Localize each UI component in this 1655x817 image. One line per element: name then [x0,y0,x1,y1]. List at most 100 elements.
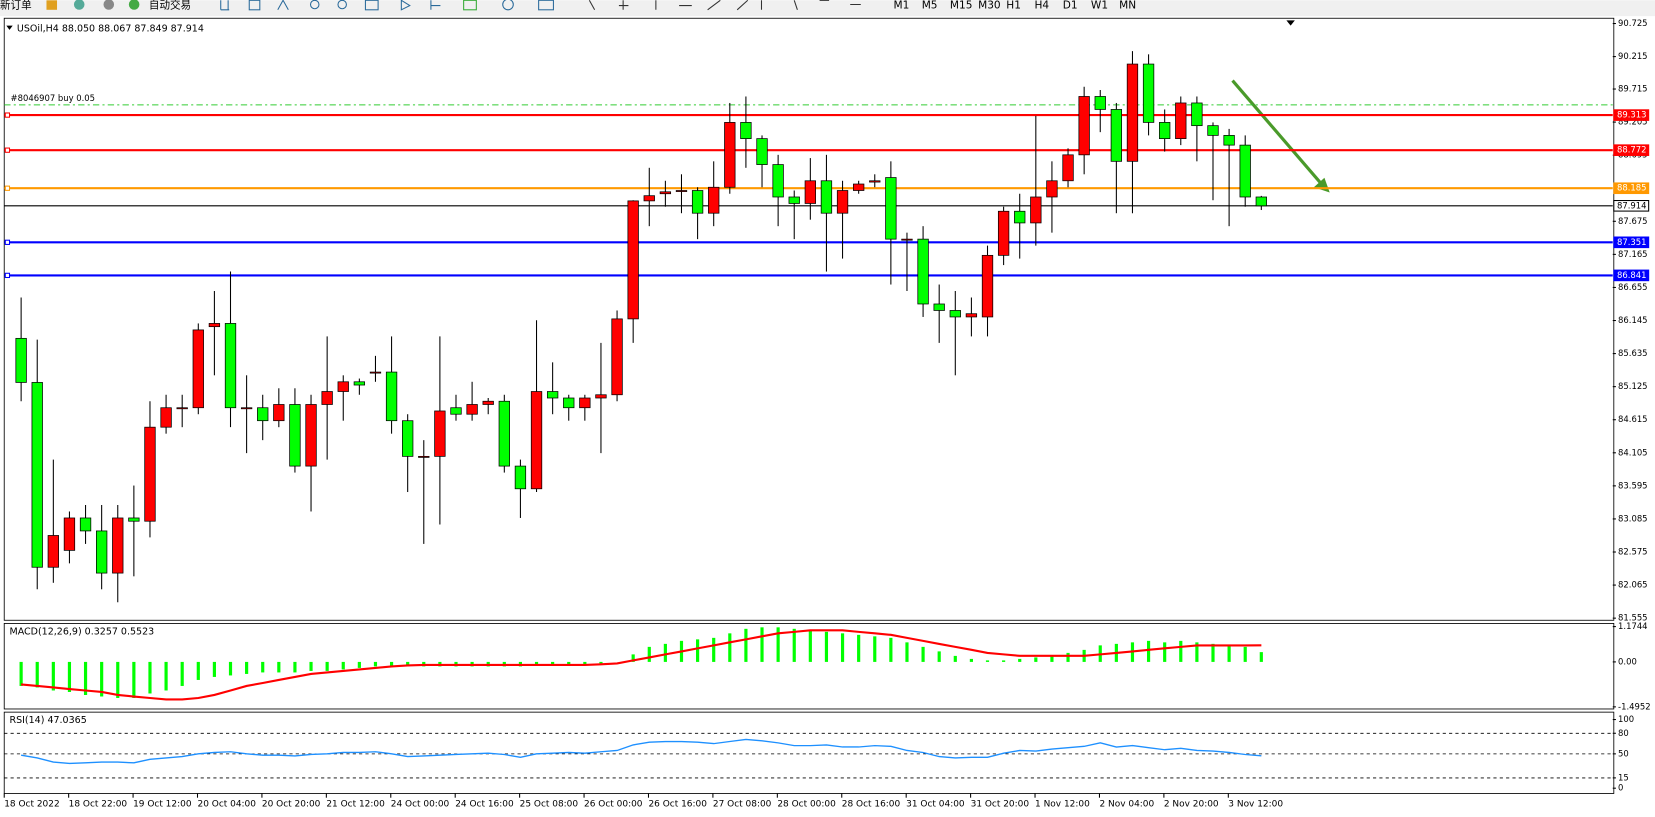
icon[interactable] [73,0,85,10]
macd-bar [325,661,329,671]
macd-bar [341,661,345,670]
candle-body [949,310,961,318]
icon[interactable] [463,0,477,11]
rsi-title: RSI(14) 47.0365 [10,715,87,726]
candle-body [675,190,688,192]
price-tag-label: 89.313 [1617,110,1647,120]
price-tag-label: 88.185 [1617,183,1647,193]
level-handle [4,239,11,245]
candle-body [418,455,430,458]
icon[interactable] [46,0,58,10]
level-handle [4,185,11,191]
toolbar-bg [0,0,1655,17]
candle-body [1175,102,1187,139]
x-tick-label: 31 Oct 20:00 [971,800,1030,810]
macd-bar [148,661,152,694]
timeframe-button[interactable]: M30 [978,0,1001,12]
x-tick-label: 3 Nov 12:00 [1228,800,1283,810]
macd-panel [3,623,1615,710]
y-tick-label: 82.065 [1618,580,1648,590]
icon[interactable] [588,0,861,11]
x-tick-label: 28 Oct 16:00 [842,800,901,810]
icon[interactable] [309,0,320,10]
macd-bar [212,661,216,677]
candle-body [257,407,269,422]
candle-body [627,200,639,320]
timeframe-button[interactable]: H4 [1035,0,1050,12]
macd-bar [196,661,200,680]
candle-body [853,183,865,191]
macd-bar [744,628,748,662]
candle-body [289,404,301,467]
price-tag [1613,236,1650,249]
x-tick-label: 26 Oct 16:00 [648,800,707,810]
candle-body [997,210,1010,256]
candle-body [353,381,366,386]
main-panel [3,17,1615,621]
macd-bar [1163,642,1167,662]
icon[interactable] [430,0,441,10]
toolbar: 新订单 自动交易 M1 M5 M15 M30 H1 H4 D1 W1 MN [0,0,1655,17]
icon[interactable] [502,0,514,11]
timeframe-button[interactable]: H1 [1006,0,1021,12]
timeframe-button[interactable]: W1 [1091,0,1108,12]
candle-body [917,238,929,305]
chart-title: USOil,H4 88.050 88.067 87.849 87.914 [17,23,204,34]
candle-body [1159,122,1171,139]
y-tick-label: 1.1744 [1618,621,1648,631]
y-tick-label: 15 [1618,772,1629,782]
macd-bar [583,661,587,665]
timeframe-button[interactable]: M5 [922,0,938,12]
auto-trading-icon[interactable] [128,0,140,10]
macd-bar [1259,652,1263,662]
macd-bar [357,661,361,668]
y-tick-label: 84.105 [1618,447,1648,457]
auto-trading-button[interactable]: 自动交易 [149,0,191,12]
macd-bar [712,637,716,662]
icon[interactable] [538,0,554,11]
macd-bar [728,633,732,662]
x-tick-label: 1 Nov 12:00 [1035,800,1090,810]
icon[interactable] [103,0,115,10]
macd-bar [35,661,39,688]
macd-bar [840,633,845,662]
macd-bar [921,646,925,662]
candle-body [434,410,446,457]
icon[interactable] [248,0,261,11]
level-handle [4,272,11,279]
macd-bar [1002,660,1006,662]
candle-body [63,517,76,551]
x-tick-label: 28 Oct 00:00 [777,800,836,810]
timeframe-button[interactable]: D1 [1063,0,1078,12]
icon[interactable] [400,0,411,11]
macd-bar [245,661,249,674]
x-tick-label: 20 Oct 20:00 [262,800,321,810]
macd-bar [1211,643,1215,662]
macd-bar [1034,657,1038,662]
rsi-panel [3,711,1615,794]
icon[interactable] [364,0,379,11]
candle-body [498,400,510,467]
candle-body [933,303,945,311]
y-tick-label: 83.595 [1618,480,1648,490]
macd-title: MACD(12,26,9) 0.3257 0.5523 [10,626,155,637]
y-tick-label: 89.715 [1618,84,1648,94]
candle-body [965,313,978,318]
timeframe-button[interactable]: M15 [950,0,973,12]
macd-bar [164,661,168,691]
y-tick-label: 87.165 [1618,249,1648,259]
new-order-button[interactable]: 新订单 [0,0,32,12]
macd-bar [293,661,297,673]
timeframe-button[interactable]: MN [1119,0,1136,12]
candle-body [160,407,172,428]
timeframe-button[interactable]: M1 [894,0,910,12]
y-tick-label: 89.205 [1618,117,1648,127]
y-tick-label: 85.635 [1618,348,1648,358]
symbol-arrow [6,25,13,30]
icon[interactable] [220,0,230,11]
macd-bar [1066,652,1070,662]
icon[interactable] [337,0,347,10]
x-tick-label: 24 Oct 00:00 [391,800,450,810]
y-tick-label: 81.555 [1618,613,1648,623]
icon[interactable] [277,0,289,11]
